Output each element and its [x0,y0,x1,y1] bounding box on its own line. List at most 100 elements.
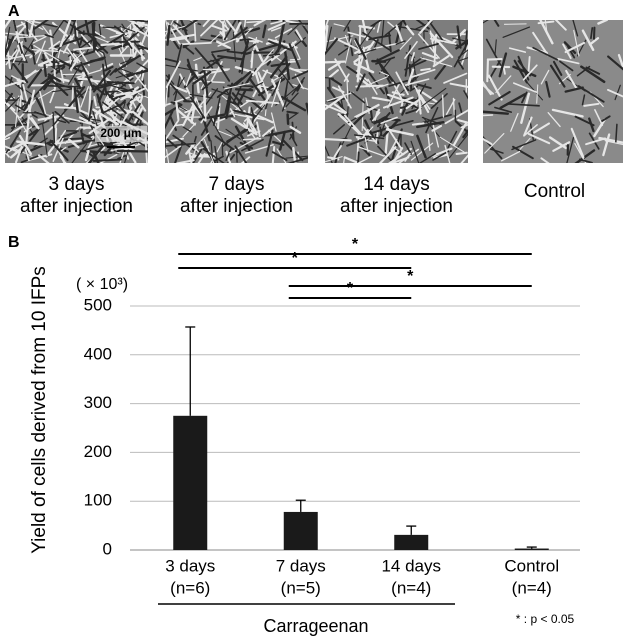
cell [119,25,136,33]
cell [422,116,442,139]
cell [387,93,418,106]
cell [210,59,224,68]
cell [545,80,551,98]
cell [192,148,203,163]
cell [80,33,101,58]
cell [165,137,179,150]
cell [564,41,586,54]
cell [583,102,600,107]
cell [456,25,462,49]
cell [134,74,148,93]
cell [174,123,185,127]
cell [111,42,132,50]
cell [295,29,303,41]
cell [395,24,404,44]
cell [33,20,50,30]
cell [174,43,183,71]
cell [333,124,345,135]
cell [333,23,345,27]
cell [52,20,65,36]
cell [173,77,185,96]
cell [267,129,284,145]
significance-star: * [292,250,299,267]
cell [108,84,132,92]
cell [234,145,248,163]
scale-bar-label: 200 μm [100,126,141,140]
cell [140,25,148,48]
cell [60,69,65,84]
cell [540,157,550,163]
cell [44,33,54,39]
cell [365,126,374,135]
cell [62,33,75,54]
cell [416,134,427,159]
x-tick-label: 14 days [381,556,441,575]
cell [48,40,61,50]
cell [590,27,594,40]
cell [165,20,169,32]
cell [181,20,199,31]
cell [190,96,206,119]
cell [328,69,340,79]
cell [214,135,239,154]
cell [165,33,196,41]
cell [225,148,232,161]
cell [5,26,11,50]
cell [102,26,121,29]
cell [443,72,468,84]
cell [43,52,53,66]
cell [269,55,288,79]
cell [68,65,81,85]
cell [521,91,528,104]
cell [200,106,213,124]
cell [325,24,329,52]
cell [92,108,120,126]
cell [378,146,397,163]
cell [244,68,258,86]
cell [182,102,195,127]
cell [229,108,236,118]
cell [214,155,224,162]
cell [357,155,373,163]
cell [281,97,288,112]
cell [395,71,409,96]
cell [52,107,69,127]
cell [330,77,343,87]
cell [485,38,503,68]
cell [116,88,134,99]
cell [265,98,269,110]
cell [421,52,438,60]
cell [483,20,489,24]
cell [287,157,308,163]
cell [245,82,264,91]
cell [563,41,577,55]
cell [122,20,136,33]
cell [119,54,145,65]
cell [24,66,48,78]
cell [559,60,574,72]
cell [357,145,385,157]
cell [325,103,347,115]
cell [483,83,495,95]
cell [69,20,77,35]
cell [508,47,527,53]
cell [12,41,24,64]
cell [585,66,601,75]
x-tick-note: (n=4) [391,578,431,597]
cell [211,53,231,82]
cell [116,149,148,153]
cell [434,64,447,80]
cell [5,96,20,112]
cell [283,47,291,81]
cell [325,38,338,56]
cell [49,139,69,162]
cell [216,140,224,153]
image-caption: Control [524,181,585,202]
significance-star: * [352,236,359,253]
cell [333,103,347,114]
cell [533,122,550,134]
cell [242,137,262,141]
significance-star: * [407,268,414,285]
cell [37,57,56,67]
cell [289,58,300,61]
